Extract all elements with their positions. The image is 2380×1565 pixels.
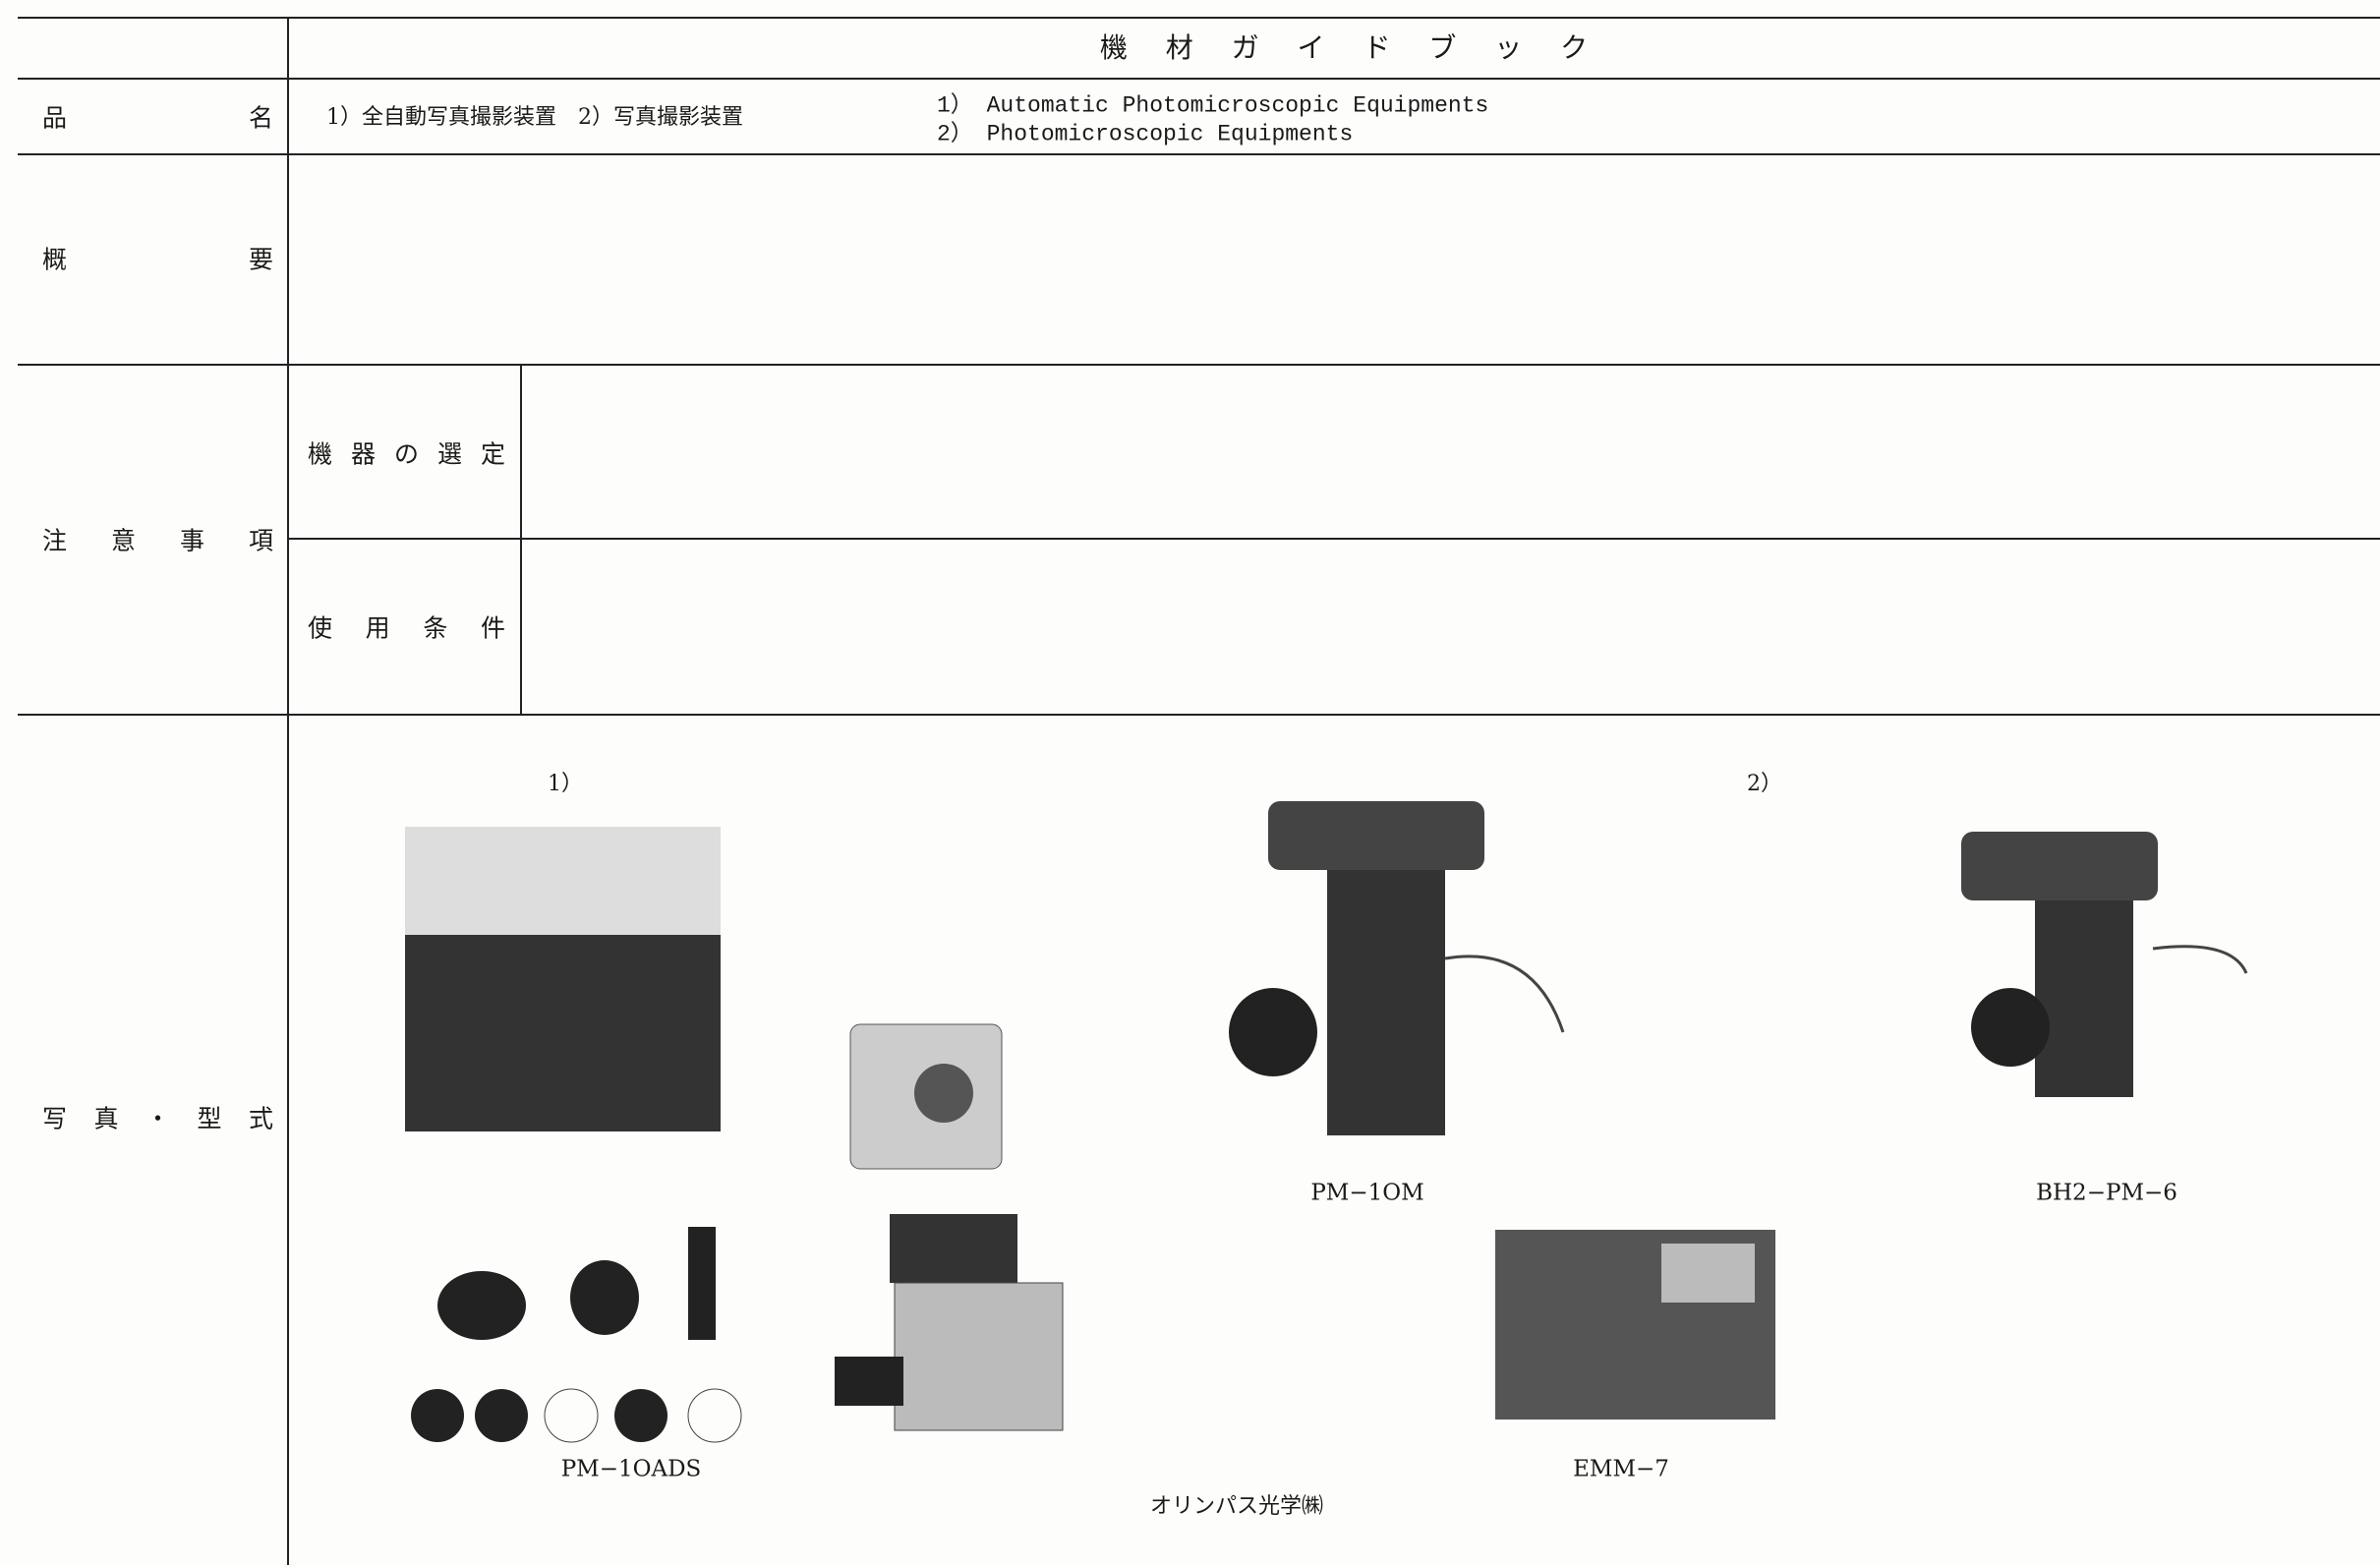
row-label: 写 真 ・ 型 式 xyxy=(42,1104,273,1133)
sub-label: 使 用 条 件 xyxy=(308,613,505,643)
model-label: PM−1OADS xyxy=(560,1456,702,1482)
maker: オリンパス光学㈱ xyxy=(1149,1494,1324,1519)
product-name-en: 1） Automatic Photomicroscopic Equipments xyxy=(937,92,1489,119)
sub-label: 機 器 の 選 定 xyxy=(308,439,505,469)
row-label: 品 名 xyxy=(42,103,273,133)
group-label: 2） xyxy=(1747,772,1782,796)
model-label: PM−1OM xyxy=(1310,1180,1424,1206)
title: 機 材 ガ イ ド ブ ッ ク xyxy=(1099,31,1589,64)
product-name-en: 2） Photomicroscopic Equipments xyxy=(937,121,1354,147)
model-label: BH2−PM−6 xyxy=(2036,1180,2177,1206)
row-label: 概 要 xyxy=(42,245,273,274)
model-label: EMM−7 xyxy=(1573,1456,1669,1482)
row-label: 注 意 事 項 xyxy=(42,526,273,555)
product-name-jp: 1）全自動写真撮影装置 2）写真撮影装置 xyxy=(326,105,743,130)
photo-placeholders xyxy=(405,801,2248,1443)
group-label: 1） xyxy=(548,772,583,796)
